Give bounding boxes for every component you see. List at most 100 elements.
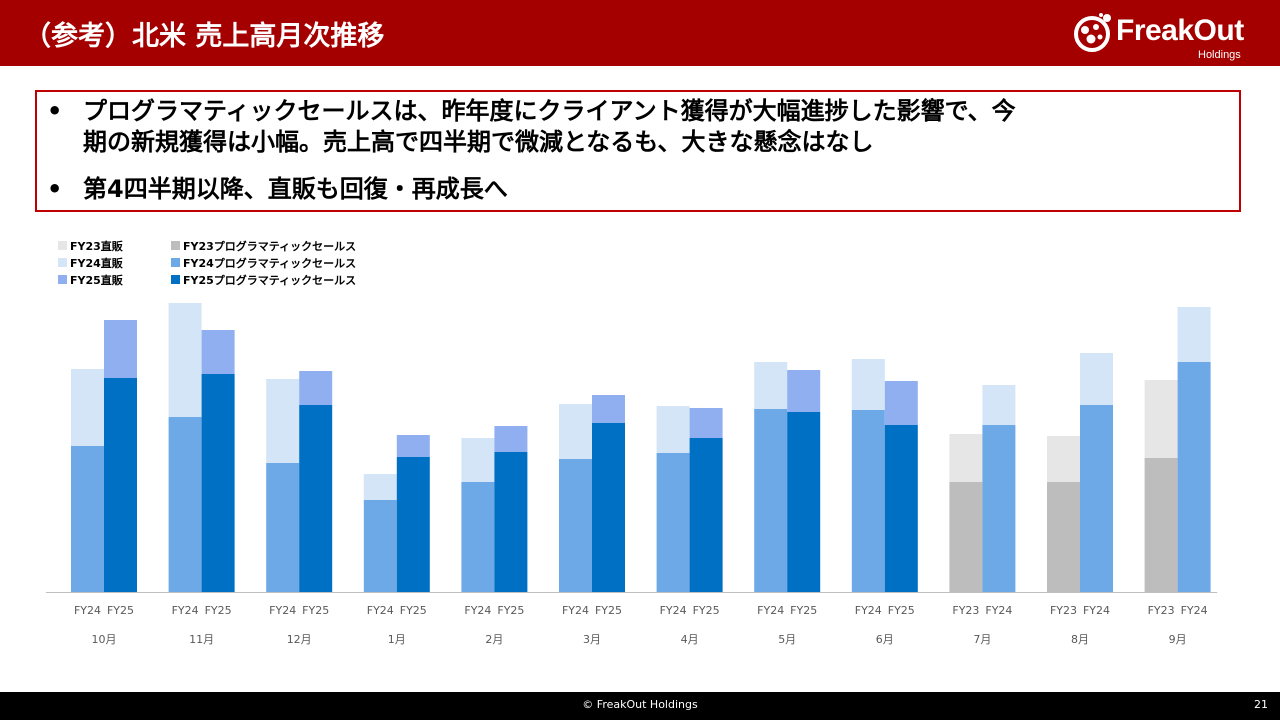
bullet-text-line: 期の新規獲得は小幅。売上高で四半期で微減となるも、大きな懸念はなし	[83, 128, 874, 156]
legend-label: FY23直販	[70, 240, 123, 253]
bar-fy24-direct	[363, 474, 397, 500]
x-tick-fy-label: FY24	[660, 604, 687, 617]
footer-copyright: © FreakOut Holdings	[582, 698, 698, 711]
x-tick-fy-label: FY25	[497, 604, 524, 617]
x-tick-fy-label: FY24	[757, 604, 784, 617]
x-tick-fy-label: FY25	[205, 604, 232, 617]
bar-fy25-direct	[787, 370, 821, 412]
x-tick-fy-label: FY25	[888, 604, 915, 617]
x-tick-month-label: 6月	[876, 633, 894, 646]
logo-subtext: Holdings	[1198, 49, 1241, 61]
bar-fy23-programmatic	[1047, 482, 1080, 592]
legend-label: FY25直販	[70, 274, 123, 287]
x-tick-fy-label: FY25	[693, 604, 720, 617]
bar-fy24-programmatic	[168, 417, 202, 592]
x-tick-fy-label: FY23	[1050, 604, 1077, 617]
x-tick-fy-label: FY23	[1148, 604, 1175, 617]
summary-box: • プログラマティックセールスは、昨年度にクライアント獲得が大幅進捗した影響で、…	[35, 90, 1241, 212]
header-bar: （参考）北米 売上高月次推移 FreakOut Holdings	[0, 0, 1280, 66]
x-tick-fy-label: FY24	[172, 604, 199, 617]
logo-mark-icon	[1074, 13, 1111, 52]
bar-fy25-programmatic	[592, 423, 625, 592]
page-title: （参考）北米 売上高月次推移	[24, 21, 385, 52]
bar-fy24-programmatic	[754, 409, 788, 592]
bar-fy24-direct	[71, 369, 104, 446]
x-tick-month-label: 2月	[485, 633, 503, 646]
company-logo: FreakOut Holdings	[1070, 4, 1270, 62]
x-tick-fy-label: FY24	[562, 604, 589, 617]
legend-swatch	[171, 241, 180, 250]
bar-fy24-direct	[1177, 307, 1211, 362]
legend-label: FY23プログラマティックセールス	[183, 240, 357, 253]
bar-fy24-direct	[559, 404, 592, 459]
bar-fy25-programmatic	[689, 438, 723, 592]
bar-fy24-programmatic	[461, 482, 495, 592]
bar-fy24-direct	[656, 406, 690, 453]
bar-fy24-direct	[266, 379, 300, 463]
footer-bar: © FreakOut Holdings 21	[0, 692, 1280, 720]
bar-fy25-programmatic	[494, 452, 528, 592]
x-tick-fy-label: FY24	[855, 604, 882, 617]
x-tick-month-label: 9月	[1169, 633, 1187, 646]
bar-fy24-programmatic	[71, 446, 104, 592]
bar-fy24-programmatic	[656, 453, 690, 592]
bar-fy23-direct	[1047, 436, 1080, 482]
x-tick-fy-label: FY24	[1083, 604, 1110, 617]
bar-fy24-programmatic	[559, 459, 592, 592]
bullet-marker: •	[47, 175, 63, 203]
bar-fy25-direct	[299, 371, 333, 405]
bullet-text-line: 第4四半期以降、直販も回復・再成長へ	[83, 175, 508, 203]
bar-fy24-programmatic	[363, 500, 397, 592]
bar-fy24-direct	[168, 303, 202, 417]
x-tick-fy-label: FY24	[367, 604, 394, 617]
bar-fy24-programmatic	[851, 410, 885, 592]
x-tick-month-label: 11月	[189, 633, 214, 646]
legend-swatch	[58, 258, 67, 267]
logo-text: FreakOut	[1116, 14, 1244, 47]
x-tick-fy-label: FY25	[595, 604, 622, 617]
legend-swatch	[171, 258, 180, 267]
x-tick-fy-label: FY24	[985, 604, 1012, 617]
bar-fy24-programmatic	[266, 463, 300, 592]
bar-fy23-programmatic	[1144, 458, 1178, 592]
x-tick-month-label: 3月	[583, 633, 601, 646]
bar-fy25-programmatic	[787, 412, 821, 592]
x-tick-month-label: 8月	[1071, 633, 1089, 646]
bar-fy24-programmatic	[1080, 405, 1113, 592]
bar-fy24-direct	[461, 438, 495, 482]
legend-label: FY25プログラマティックセールス	[183, 274, 357, 287]
x-tick-month-label: 5月	[778, 633, 796, 646]
x-tick-month-label: 10月	[92, 633, 117, 646]
x-tick-fy-label: FY24	[74, 604, 101, 617]
x-tick-fy-label: FY24	[269, 604, 296, 617]
legend-swatch	[58, 275, 67, 284]
bar-fy25-direct	[689, 408, 723, 438]
bar-fy23-direct	[949, 434, 983, 482]
bullet-marker: •	[47, 97, 63, 125]
x-tick-fy-label: FY24	[464, 604, 491, 617]
bar-fy25-programmatic	[884, 425, 918, 592]
bar-fy25-direct	[104, 320, 137, 378]
legend-swatch	[58, 241, 67, 250]
bar-fy25-direct	[592, 395, 625, 423]
bar-fy24-programmatic	[982, 425, 1016, 592]
bar-fy25-direct	[396, 435, 430, 457]
x-tick-fy-label: FY25	[790, 604, 817, 617]
bar-fy25-direct	[884, 381, 918, 425]
bar-fy25-programmatic	[396, 457, 430, 592]
bar-fy25-programmatic	[201, 374, 235, 592]
bar-fy24-programmatic	[1177, 362, 1211, 592]
bar-fy24-direct	[1080, 353, 1113, 405]
bar-fy23-direct	[1144, 380, 1178, 458]
bullet-text-line: プログラマティックセールスは、昨年度にクライアント獲得が大幅進捗した影響で、今	[83, 97, 1016, 125]
bar-fy25-direct	[201, 330, 235, 374]
legend-label: FY24プログラマティックセールス	[183, 257, 357, 270]
x-tick-month-label: 4月	[681, 633, 699, 646]
x-tick-month-label: 1月	[388, 633, 406, 646]
legend-label: FY24直販	[70, 257, 123, 270]
bar-fy24-direct	[982, 385, 1016, 425]
bar-chart: FY24 FY25 10月 FY24 FY25 11月 FY24 FY25 12月 FY24 FY2…	[46, 303, 1218, 646]
page-number: 21	[1254, 698, 1268, 711]
x-tick-fy-label: FY23	[952, 604, 979, 617]
bar-fy23-programmatic	[949, 482, 983, 592]
